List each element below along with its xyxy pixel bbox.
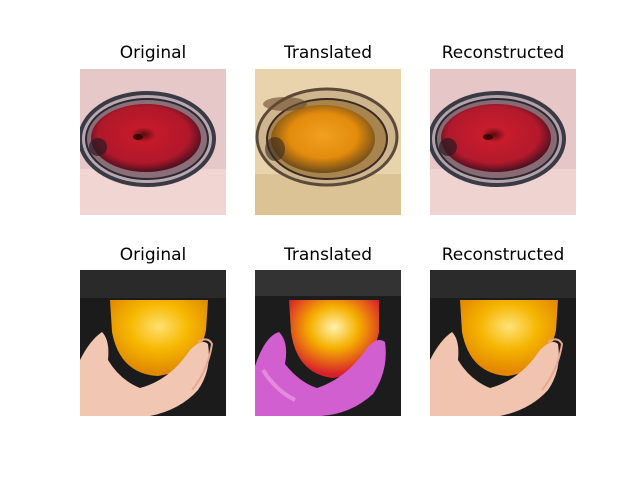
row2-reconstructed-title: Reconstructed xyxy=(441,245,565,265)
row1-reconstructed-image xyxy=(430,69,576,215)
row1-translated-image xyxy=(255,69,401,215)
row2-translated-image xyxy=(255,270,401,416)
row1-translated-title: Translated xyxy=(284,43,372,63)
row1-reconstructed-title: Reconstructed xyxy=(441,43,565,63)
row2-original-title: Original xyxy=(119,245,187,265)
row2-reconstructed-image xyxy=(430,270,576,416)
row2-translated-title: Translated xyxy=(284,245,372,265)
row1-original-image xyxy=(80,69,226,215)
row2-original-image xyxy=(80,270,226,416)
row1-original-title: Original xyxy=(119,43,187,63)
